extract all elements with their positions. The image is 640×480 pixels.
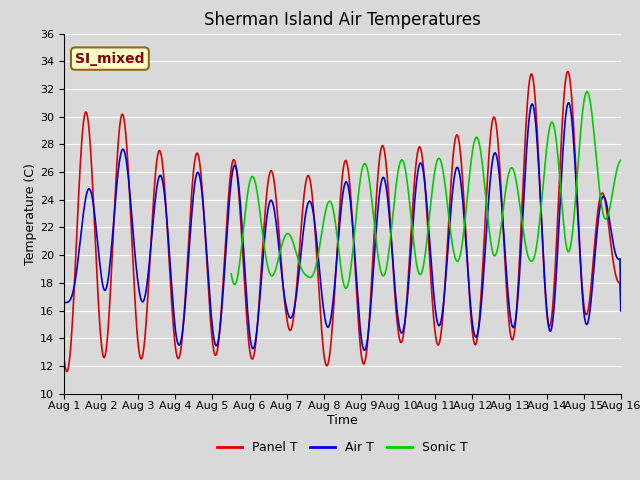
Sonic T <box>583 89 591 95</box>
Sonic T <box>455 256 463 262</box>
X-axis label: Time: Time <box>327 414 358 427</box>
Air T <box>127 208 135 214</box>
Y-axis label: Temperature (C): Temperature (C) <box>24 163 37 264</box>
Air T <box>214 341 221 347</box>
Line: Sonic T: Sonic T <box>231 92 621 288</box>
Panel T <box>411 174 419 180</box>
Panel T <box>63 369 71 374</box>
Air T <box>428 258 435 264</box>
Panel T <box>60 356 68 361</box>
Air T <box>565 100 573 106</box>
Line: Air T: Air T <box>64 103 621 350</box>
Sonic T <box>617 157 625 163</box>
Panel T <box>214 343 222 348</box>
Sonic T <box>342 286 349 291</box>
Text: SI_mixed: SI_mixed <box>75 51 145 66</box>
Sonic T <box>413 260 420 266</box>
Air T <box>411 197 419 203</box>
Panel T <box>185 237 193 242</box>
Panel T <box>128 243 136 249</box>
Sonic T <box>233 278 241 284</box>
Air T <box>60 300 68 306</box>
Air T <box>617 308 625 313</box>
Panel T <box>564 69 572 74</box>
Sonic T <box>374 250 381 256</box>
Panel T <box>617 300 625 306</box>
Title: Sherman Island Air Temperatures: Sherman Island Air Temperatures <box>204 11 481 29</box>
Panel T <box>428 279 435 285</box>
Line: Panel T: Panel T <box>64 72 621 372</box>
Sonic T <box>548 119 556 125</box>
Air T <box>184 264 192 270</box>
Air T <box>70 284 78 290</box>
Sonic T <box>227 271 235 277</box>
Sonic T <box>555 164 563 169</box>
Panel T <box>71 273 79 279</box>
Air T <box>360 348 368 353</box>
Legend: Panel T, Air T, Sonic T: Panel T, Air T, Sonic T <box>212 436 472 459</box>
